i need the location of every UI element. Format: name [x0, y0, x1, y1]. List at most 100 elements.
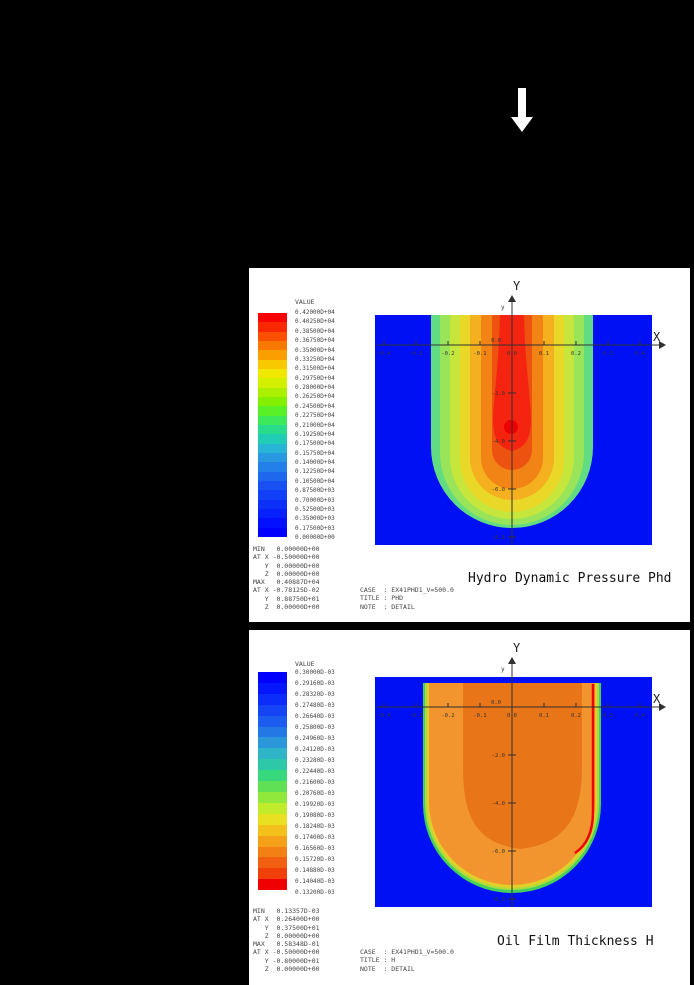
contour-bands [431, 315, 593, 528]
x-axis-label: X [653, 330, 661, 344]
colorbar-band [258, 322, 287, 332]
legend-value: 0.22750D+04 [295, 412, 335, 420]
legend-value: 0.35000D+04 [295, 346, 335, 354]
axes [377, 299, 659, 545]
svg-text:0.0: 0.0 [507, 713, 517, 719]
colorbar-band [258, 313, 287, 323]
colorbar-band [258, 443, 287, 453]
colorbar-band [258, 781, 287, 792]
colorbar-band [258, 518, 287, 528]
legend-value: 0.87500D+03 [295, 487, 335, 495]
legend-value: 0.28320D-03 [295, 691, 335, 698]
legend-value: 0.29750D+04 [295, 374, 335, 382]
legend-value: 0.16560D-03 [295, 845, 335, 852]
stat-line: Z 0.00000D+00 [253, 602, 320, 611]
svg-text:0.0: 0.0 [507, 351, 517, 357]
legend-title: VALUE [295, 660, 315, 668]
colorbar-band [258, 726, 287, 738]
case-line: TITLE : PHD [360, 594, 404, 603]
colorbar-band [258, 499, 287, 509]
colorbar-band [258, 868, 287, 880]
y-axis-arrowhead [508, 295, 516, 302]
legend-value: 0.15720D-03 [295, 856, 335, 863]
stat-line: MAX 0.58348D-01 [253, 940, 320, 948]
legend-value: 0.00000D+00 [295, 534, 335, 541]
colorbar-band [258, 434, 287, 444]
colorbar-band [258, 737, 287, 749]
svg-text:-2.0: -2.0 [492, 753, 505, 759]
svg-text:0.0: 0.0 [491, 338, 501, 344]
stat-line: Y -0.80000D+01 [253, 956, 320, 965]
colorbar-band [258, 857, 287, 869]
colorbar-band [258, 471, 287, 481]
legend-value: 0.35000D+03 [295, 515, 335, 523]
legend-value: 0.21000D+04 [295, 421, 335, 429]
colorbar-band [258, 396, 287, 407]
legend-value: 0.25800D-03 [295, 724, 335, 731]
legend-values: 0.42000D+04 0.40250D+04 0.38500D+04 0.36750… [295, 310, 335, 541]
legend-value: 0.20760D-03 [295, 790, 335, 797]
legend-value: 0.22440D-03 [295, 768, 335, 775]
y-tick-labels: 0.0 -2.0 -4.0 -6.0 -8.0 [491, 338, 505, 541]
legend-value: 0.33250D+04 [295, 355, 335, 363]
plot-title: Hydro Dynamic Pressure Phd [468, 571, 672, 586]
down-arrow-head [511, 117, 533, 132]
colorbar-band [258, 704, 287, 716]
legend-value: 0.15750D+04 [295, 449, 335, 457]
legend-value: 0.14880D-03 [295, 867, 335, 874]
y-axis-tip-label: y [501, 666, 505, 673]
y-axis-tip-label: y [501, 304, 505, 311]
legend-value: 0.42000D+04 [295, 309, 335, 316]
svg-text:-0.4: -0.4 [377, 351, 391, 357]
colorbar-band [258, 490, 287, 500]
colorbar-band [258, 508, 287, 519]
legend-value: 0.12250D+04 [295, 468, 335, 476]
stat-line: AT X 0.26400D+00 [253, 915, 320, 924]
legend-title: VALUE [295, 298, 315, 306]
min-stats-block: MIN 0.13357D-03 AT X 0.26400D+00 Y 0.3750… [253, 907, 320, 940]
colorbar-band [258, 748, 287, 760]
legend-value: 0.36750D+04 [295, 337, 335, 345]
legend-value: 0.14000D+04 [295, 459, 335, 466]
legend-value: 0.17500D+03 [295, 524, 335, 532]
colorbar-band [258, 480, 287, 491]
x-axis-label: X [653, 692, 661, 706]
legend-value: 0.17400D-03 [295, 834, 335, 841]
colorbar-band [258, 424, 287, 435]
svg-text:-0.4: -0.4 [377, 713, 391, 719]
colorbar-band [258, 879, 287, 891]
y-tick-labels: 0.0 -2.0 -4.0 -6.0 -8.0 [491, 700, 505, 903]
svg-text:0.3: 0.3 [603, 713, 613, 719]
colorbar-band [258, 387, 287, 397]
svg-text:-0.1: -0.1 [473, 713, 486, 719]
svg-text:0.4: 0.4 [635, 713, 646, 719]
legend-value: 0.38500D+04 [295, 327, 335, 335]
colorbar-band [258, 715, 287, 727]
svg-text:-4.0: -4.0 [492, 439, 505, 445]
colorbar-band [258, 846, 287, 858]
plot-title: Oil Film Thickness H [497, 934, 654, 949]
colorbar-band [258, 813, 287, 825]
colorbar-band [258, 802, 287, 814]
colorbar [258, 672, 287, 891]
down-arrow-shaft [518, 88, 526, 118]
svg-text:-0.3: -0.3 [409, 351, 422, 357]
case-line: CASE : EX41PHD1_V=500.0 [360, 948, 454, 956]
svg-text:-4.0: -4.0 [492, 801, 505, 807]
stat-line: MIN 0.13357D-03 [253, 907, 320, 915]
stat-line: MIN 0.00000D+00 [253, 545, 320, 553]
x-tick-labels: -0.4 -0.3 -0.2 -0.1 0.0 0.1 0.2 0.3 0.4 [377, 351, 645, 357]
legend-value: 0.26250D+04 [295, 393, 335, 401]
svg-text:0.1: 0.1 [539, 713, 549, 719]
legend-value: 0.13200D-03 [295, 889, 335, 896]
colorbar-band [258, 406, 287, 416]
stat-line: AT X -0.78125D-02 [253, 586, 320, 595]
down-arrow-icon [511, 88, 533, 132]
svg-text:-0.3: -0.3 [409, 713, 422, 719]
case-line: TITLE : H [360, 956, 396, 965]
svg-text:0.4: 0.4 [635, 351, 646, 357]
svg-text:0.2: 0.2 [571, 713, 581, 719]
case-line: NOTE : DETAIL [360, 602, 415, 611]
stat-line: Z 0.00000D+00 [253, 569, 320, 578]
